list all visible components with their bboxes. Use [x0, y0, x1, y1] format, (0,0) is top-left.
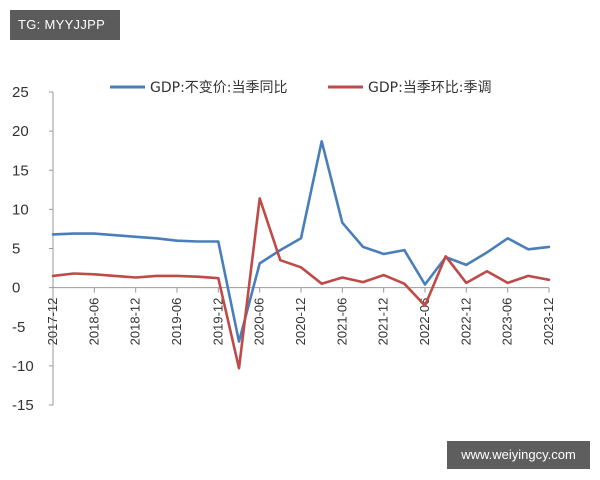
x-tick-label: 2022-12: [458, 298, 473, 346]
x-tick-label: 2020-12: [293, 298, 308, 346]
y-tick-label: -15: [12, 397, 34, 414]
x-tick-labels: 2017-12 2018-06 2018-12 2019-06 2019-12 2020-…: [45, 287, 556, 346]
x-tick-label: 2019-12: [210, 298, 225, 346]
x-tick-label: 2018-06: [86, 298, 101, 346]
legend: GDP:不变价:当季同比 GDP:当季环比:季调: [110, 80, 492, 96]
x-tick-label: 2022-06: [417, 298, 432, 346]
x-tick-label: 2017-12: [45, 298, 60, 346]
x-tick-label: 2020-06: [252, 298, 267, 346]
x-tick-label: 2019-06: [169, 298, 184, 346]
y-tick-label: 15: [12, 162, 29, 179]
y-tick-label: 20: [12, 123, 29, 140]
legend-label-series-1: GDP:当季环比:季调: [368, 80, 492, 96]
website-watermark: www.weiyingcy.com: [447, 441, 590, 469]
telegram-tag: TG: MYYJJPP: [10, 10, 120, 40]
series-lines: [51, 140, 551, 370]
y-tick-label: 10: [12, 201, 29, 218]
legend-label-series-0: GDP:不变价:当季同比: [150, 80, 288, 96]
axes: [52, 92, 549, 405]
y-tick-label: 5: [12, 241, 20, 258]
x-tick-label: 2018-12: [128, 298, 143, 346]
y-tick-label: 0: [12, 280, 20, 297]
y-tick-label: -5: [12, 319, 25, 336]
series-line-0: [51, 140, 551, 343]
y-tick-label: 25: [12, 84, 29, 101]
x-tick-label: 2021-06: [334, 298, 349, 346]
y-tick-label: -10: [12, 358, 34, 375]
x-tick-label: 2021-12: [376, 298, 391, 346]
x-tick-label: 2023-06: [500, 298, 515, 346]
series-line-1: [51, 197, 551, 370]
x-tick-label: 2023-12: [541, 298, 556, 346]
y-tick-labels: 25 20 15 10 5 0 -5 -10 -15: [12, 84, 53, 414]
